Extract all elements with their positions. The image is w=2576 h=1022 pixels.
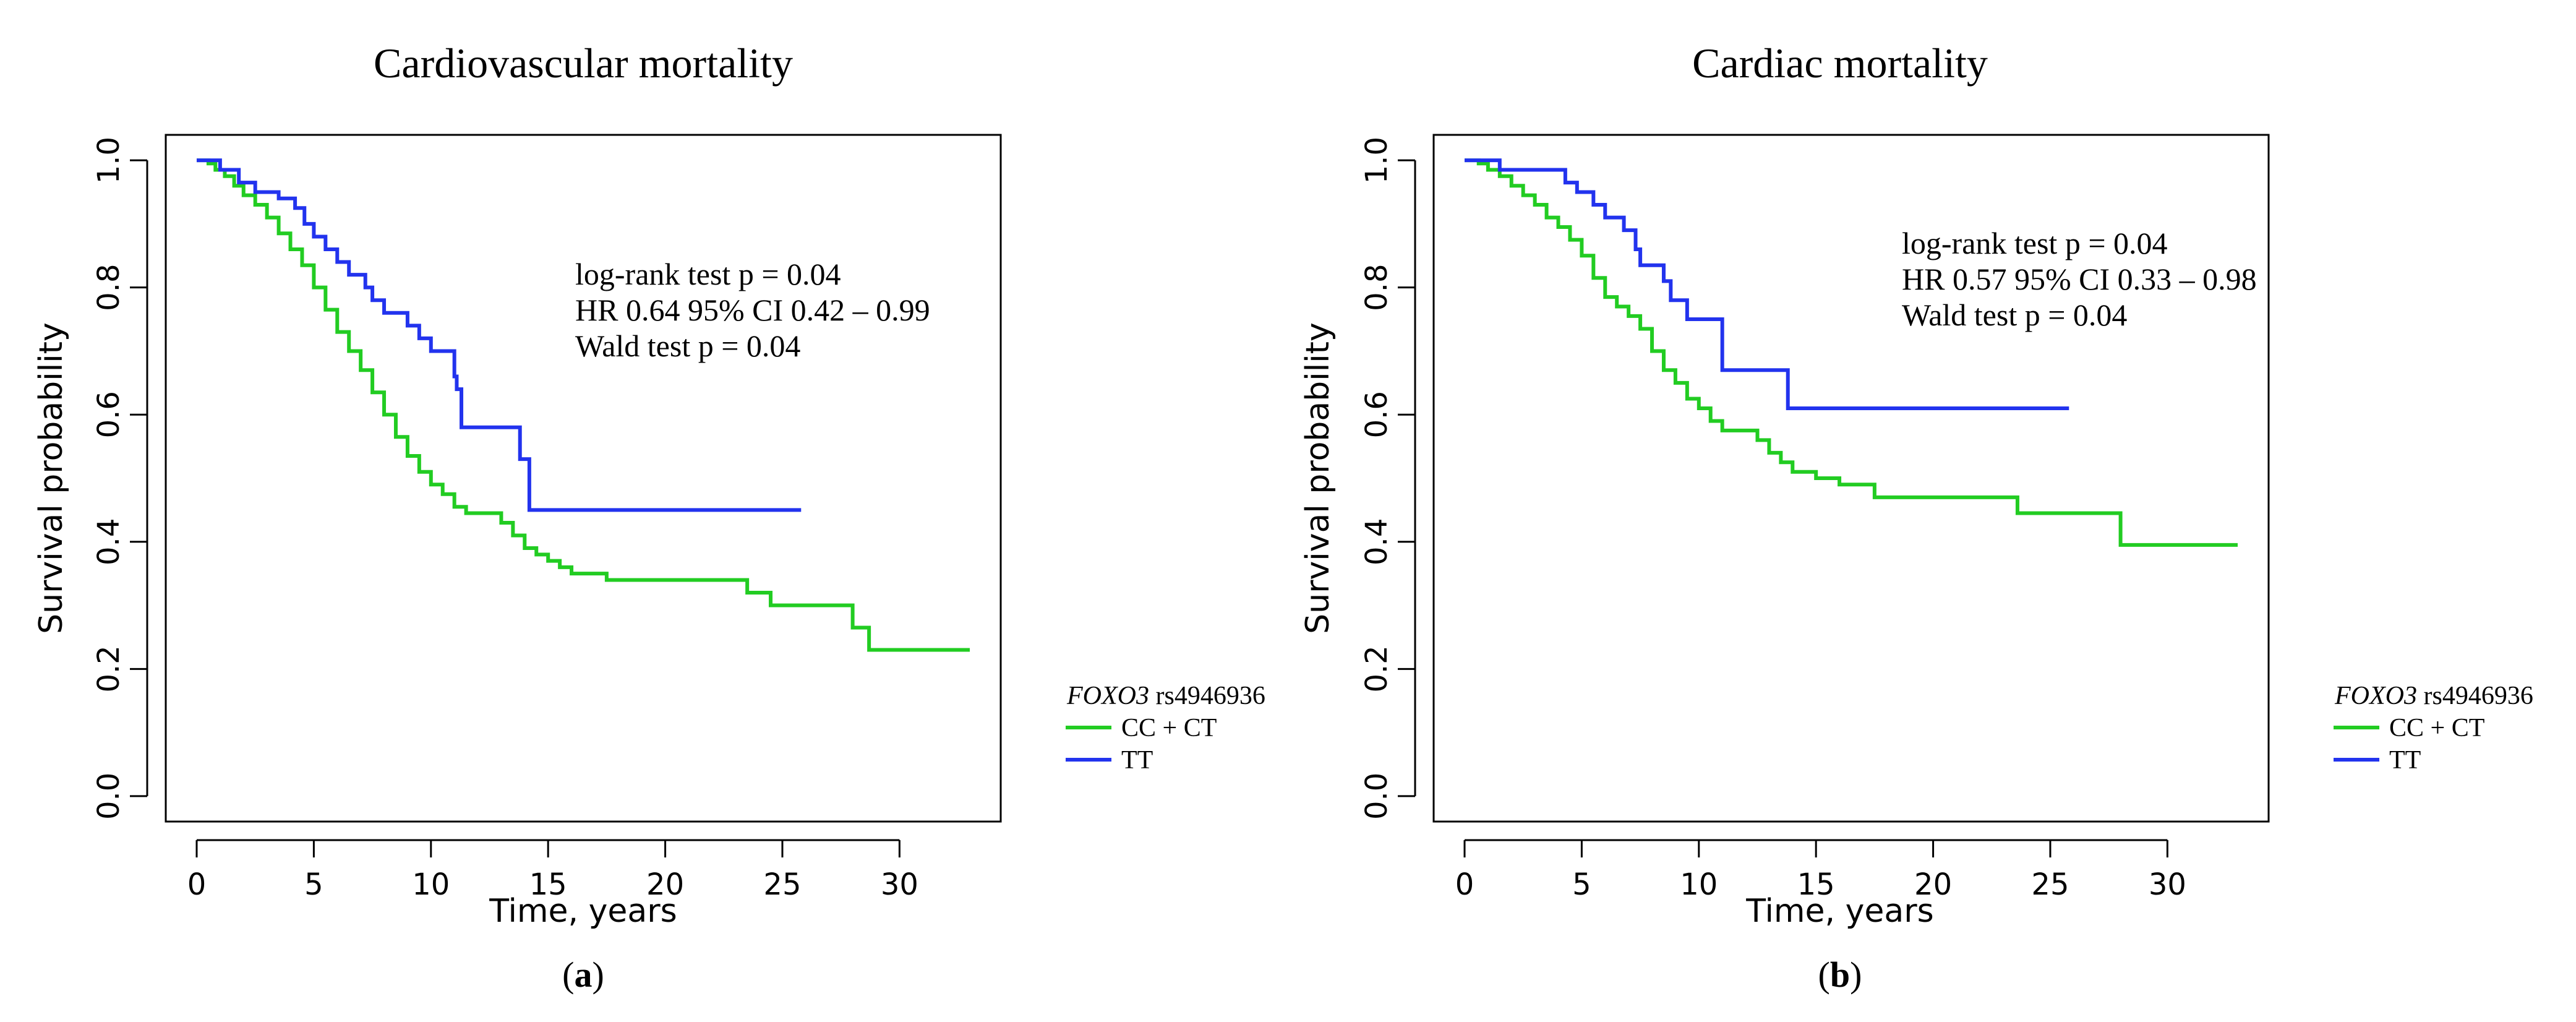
legend-title: FOXO3 rs4946936 [1066, 682, 1265, 710]
stat-annotation: Wald test p = 0.04 [1902, 298, 2127, 332]
x-axis-label: Time, years [489, 893, 677, 930]
chart-title: Cardiovascular mortality [374, 40, 793, 87]
x-tick-label: 10 [412, 867, 450, 902]
caption-close-paren: ) [1850, 955, 1862, 995]
x-tick-label: 5 [304, 867, 323, 902]
plot-frame [165, 134, 1002, 823]
x-tick-label: 0 [1455, 867, 1474, 902]
x-tick-label: 15 [1797, 867, 1835, 902]
y-axis-label: Survival probability [33, 322, 70, 634]
chart-title: Cardiac mortality [1692, 40, 1988, 87]
caption-open-paren: ( [1818, 955, 1830, 995]
caption-letter: b [1830, 955, 1850, 995]
legend-title: FOXO3 rs4946936 [2334, 682, 2533, 710]
x-axis-label: Time, years [1745, 893, 1933, 930]
y-tick-label: 0.0 [92, 773, 126, 820]
x-tick-label: 10 [1680, 867, 1718, 902]
x-tick-label: 25 [2031, 867, 2069, 902]
stat-annotation: log-rank test p = 0.04 [1902, 226, 2168, 260]
y-tick-label: 0.0 [1359, 773, 1394, 820]
x-tick-label: 30 [881, 867, 918, 902]
legend: FOXO3 rs4946936 CC + CT TT [2334, 682, 2533, 775]
caption-open-paren: ( [562, 955, 574, 995]
legend-entry: CC + CT [1121, 714, 1217, 742]
series-line-tt [197, 158, 802, 512]
y-tick-label: 0.2 [92, 645, 126, 692]
caption-close-paren: ) [593, 955, 604, 995]
y-tick-label: 0.4 [1359, 518, 1394, 565]
panel-caption: (b) [1818, 955, 1862, 995]
legend: FOXO3 rs4946936 CC + CT TT [1066, 682, 1265, 775]
series-line-cc-ct [1465, 158, 2238, 547]
series-line-cc-ct [197, 158, 970, 652]
legend-title-snp: rs4946936 [2417, 682, 2533, 710]
y-tick-label: 1.0 [92, 137, 126, 184]
chart-panel-b: Cardiac mortality 0 5 10 15 20 25 30 0.0 0.2 0.4 0.… [1299, 40, 2533, 995]
x-tick-label: 20 [646, 867, 684, 902]
y-axis-label: Survival probability [1299, 322, 1337, 634]
x-tick-label: 15 [529, 867, 567, 902]
x-tick-label: 25 [763, 867, 801, 902]
y-tick-label: 0.8 [1359, 264, 1394, 311]
legend-title-snp: rs4946936 [1149, 682, 1265, 710]
plot-frame [1432, 134, 2270, 823]
legend-title-gene: FOXO3 [1066, 682, 1149, 710]
y-tick-label: 0.6 [92, 391, 126, 438]
y-tick-label: 1.0 [1359, 137, 1394, 184]
x-tick-label: 20 [1914, 867, 1952, 902]
panel-caption: (a) [562, 955, 604, 995]
series-line-tt [1465, 158, 2069, 410]
x-tick-label: 0 [187, 867, 207, 902]
y-tick-label: 0.2 [1359, 645, 1394, 692]
y-tick-label: 0.4 [92, 518, 126, 565]
x-tick-label: 5 [1572, 867, 1591, 902]
legend-entry: TT [1121, 746, 1153, 775]
x-tick-label: 30 [2149, 867, 2186, 902]
stat-annotation: log-rank test p = 0.04 [575, 257, 841, 291]
caption-letter: a [575, 955, 593, 995]
stat-annotation: HR 0.57 95% CI 0.33 – 0.98 [1902, 262, 2257, 296]
legend-entry: CC + CT [2389, 714, 2484, 742]
chart-panel-a: Cardiovascular mortality 0 5 10 15 20 25 30 0.0 0… [33, 40, 1265, 995]
y-tick-label: 0.6 [1359, 391, 1394, 438]
stat-annotation: Wald test p = 0.04 [575, 328, 800, 363]
legend-entry: TT [2389, 746, 2421, 775]
stat-annotation: HR 0.64 95% CI 0.42 – 0.99 [575, 293, 930, 327]
y-tick-label: 0.8 [92, 264, 126, 311]
legend-title-gene: FOXO3 [2334, 682, 2417, 710]
